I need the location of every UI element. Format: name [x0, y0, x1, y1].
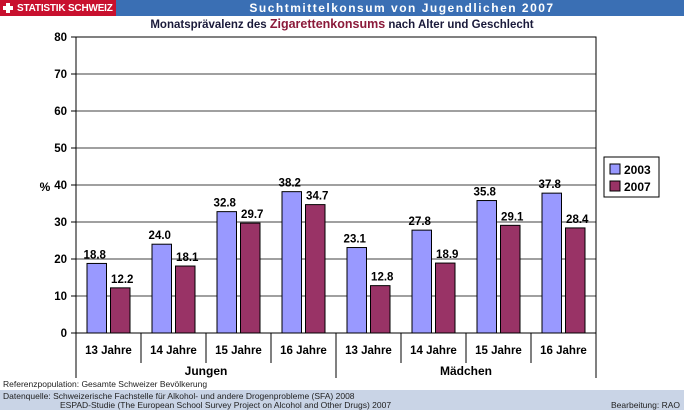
y-tick-label: 50 — [54, 143, 67, 155]
edited-by: Bearbeitung: RAO — [611, 400, 680, 410]
x-tick-label: 15 Jahre — [215, 345, 262, 357]
x-tick-label: 13 Jahre — [345, 345, 392, 357]
header-bar: STATISTIK SCHWEIZ Suchtmittelkonsum von … — [0, 0, 684, 16]
x-tick-label: 13 Jahre — [85, 345, 132, 357]
group-label: Jungen — [185, 364, 228, 378]
y-tick-label: 10 — [54, 291, 67, 303]
bar-2007-3 — [240, 222, 261, 334]
data-label: 12.2 — [111, 274, 133, 286]
subtitle-suffix: nach Alter und Geschlecht — [385, 19, 534, 31]
data-label: 34.7 — [306, 191, 328, 203]
legend-swatch-2007 — [609, 180, 621, 192]
bar-2007-7 — [500, 224, 521, 334]
data-source-line-1: Datenquelle: Schweizerische Fachstelle f… — [3, 391, 355, 401]
y-tick-label: 40 — [54, 180, 67, 192]
group-label: Mädchen — [440, 364, 492, 378]
data-label: 12.8 — [371, 272, 394, 284]
data-label: 29.1 — [501, 211, 524, 223]
x-tick-label: 14 Jahre — [410, 345, 457, 357]
bar-2003-1 — [86, 262, 107, 334]
bar-2007-6 — [435, 262, 456, 334]
y-axis-label: % — [40, 180, 51, 194]
bar-2007-5 — [370, 285, 391, 334]
statistik-schweiz-logo: STATISTIK SCHWEIZ — [0, 0, 116, 16]
subtitle-prefix: Monatsprävalenz des — [150, 19, 270, 31]
data-label: 24.0 — [149, 230, 171, 242]
x-tick-label: 16 Jahre — [280, 345, 327, 357]
y-tick-label: 30 — [54, 217, 67, 229]
data-label: 18.1 — [176, 252, 199, 264]
x-tick-label: 14 Jahre — [150, 345, 197, 357]
data-label: 27.8 — [409, 216, 432, 228]
data-label: 35.8 — [474, 187, 497, 199]
data-label: 37.8 — [539, 179, 562, 191]
x-tick-label: 16 Jahre — [540, 345, 587, 357]
footer-bar: Datenquelle: Schweizerische Fachstelle f… — [0, 390, 684, 410]
data-label: 29.7 — [241, 209, 263, 221]
y-tick-label: 70 — [54, 69, 67, 81]
legend-swatch-2003 — [609, 163, 621, 175]
bar-2003-4 — [281, 191, 302, 334]
legend-label: 2003 — [624, 163, 651, 177]
data-label: 23.1 — [344, 234, 367, 246]
bar-chart: 0 10 20 30 40 50 60 70 80% 18.8 12.2 13 Jahre 24.0 18… — [40, 32, 660, 378]
bar-2003-2 — [151, 243, 172, 334]
data-label: 38.2 — [279, 178, 301, 190]
bar-2003-8 — [541, 192, 562, 334]
y-tick-label: 80 — [54, 32, 67, 44]
data-label: 32.8 — [214, 198, 237, 210]
swiss-cross-icon — [2, 2, 14, 14]
x-tick-label: 15 Jahre — [475, 345, 522, 357]
bar-2007-1 — [110, 287, 131, 334]
y-tick-label: 20 — [54, 254, 67, 266]
bar-2007-4 — [305, 204, 326, 334]
subtitle-emphasis: Zigarettenkonsums — [269, 17, 386, 31]
bar-2007-8 — [565, 227, 586, 334]
reference-population: Referenzpopulation: Gesamte Schweizer Be… — [3, 379, 208, 389]
bar-2003-5 — [346, 247, 367, 334]
y-tick-label: 60 — [54, 106, 67, 118]
data-source-line-2: ESPAD-Studie (The European School Survey… — [60, 400, 392, 410]
chart-subtitle: Monatsprävalenz des Zigarettenkonsums na… — [0, 17, 684, 31]
data-label: 28.4 — [566, 214, 589, 226]
bar-2003-7 — [476, 200, 497, 334]
bar-2003-6 — [411, 229, 432, 334]
bar-2003-3 — [216, 211, 237, 334]
y-tick-label: 0 — [61, 328, 67, 340]
legend-label: 2007 — [624, 180, 651, 194]
page-title: Suchtmittelkonsum von Jugendlichen 2007 — [249, 1, 555, 15]
brand-name: STATISTIK SCHWEIZ — [17, 2, 113, 14]
data-label: 18.9 — [436, 249, 458, 261]
bar-2007-2 — [175, 265, 196, 334]
data-label: 18.8 — [84, 249, 107, 261]
